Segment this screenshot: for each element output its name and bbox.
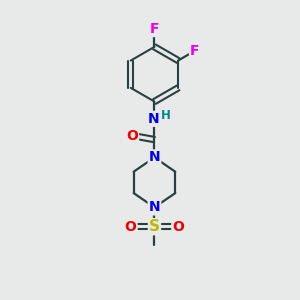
Text: O: O [125, 220, 136, 234]
Text: F: F [150, 22, 159, 36]
Text: F: F [190, 44, 200, 58]
Text: O: O [126, 129, 138, 143]
Text: S: S [149, 219, 160, 234]
Text: N: N [148, 200, 160, 214]
Text: H: H [161, 109, 171, 122]
Text: N: N [148, 150, 160, 164]
Text: N: N [148, 112, 159, 126]
Text: O: O [172, 220, 184, 234]
